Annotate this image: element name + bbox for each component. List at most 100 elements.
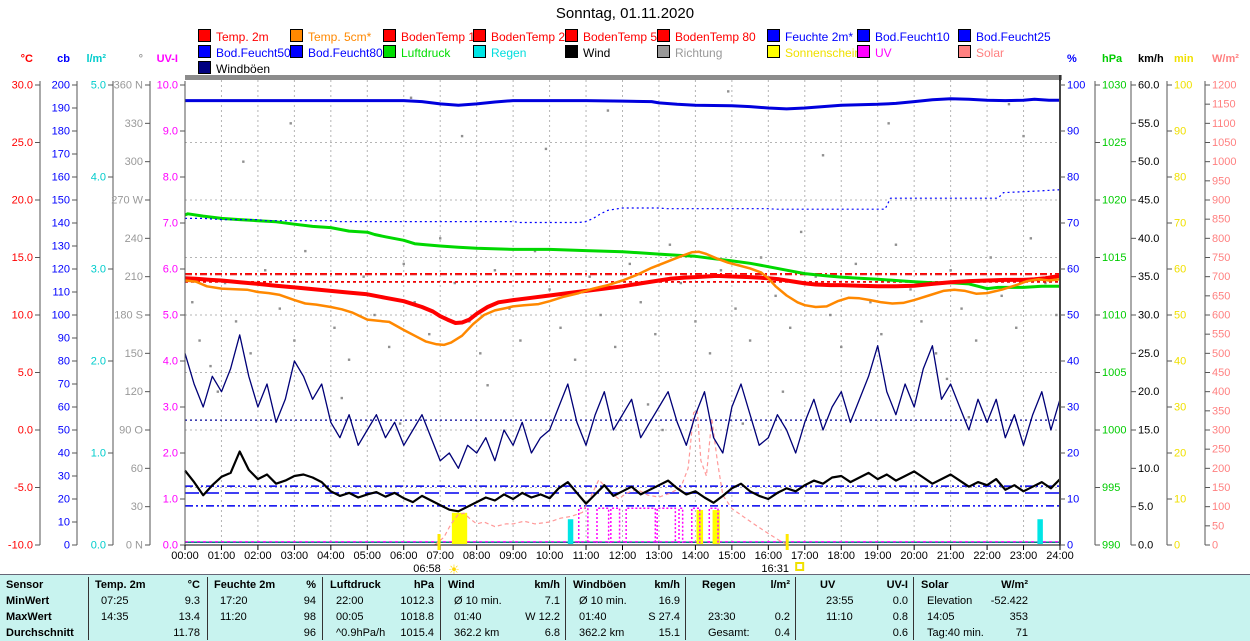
l/m²-tick-label: 1.0 [91, 448, 106, 460]
richtung-dot [748, 339, 752, 342]
regen-bar [1037, 519, 1043, 544]
luftdruck-series [184, 212, 1060, 291]
richtung-dot [373, 313, 376, 317]
legend-label: Luftdruck [401, 46, 451, 60]
cb-tick-label: 190 [52, 103, 70, 115]
legend-label: Temp. 2m [216, 30, 269, 44]
cb-tick-label: 60 [58, 402, 70, 414]
richtung-dot [869, 301, 872, 304]
richtung-dot [719, 269, 723, 272]
legend-color-swatch [767, 45, 780, 58]
uv-pulse [578, 507, 589, 543]
legend-label: Richtung [675, 46, 723, 60]
°-tick-label: 180 S [114, 310, 143, 322]
richtung-dot [814, 275, 817, 278]
richtung-dot [920, 320, 923, 323]
cb-tick-label: 170 [52, 149, 70, 161]
x-tick-label: 01:00 [208, 550, 236, 562]
cb-tick-label: 160 [52, 172, 70, 184]
%-tick-label: 40 [1067, 356, 1079, 368]
l/m²-tick-label: 2.0 [91, 356, 106, 368]
legend-color-swatch [857, 29, 870, 42]
legend-item-temp-5cm-: Temp. 5cm* [290, 29, 371, 44]
legend-item-bod-feucht25: Bod.Feucht25 [958, 29, 1051, 44]
legend-label: UV [875, 46, 892, 60]
l/m²-tick-label: 5.0 [91, 80, 106, 92]
table-column-separator [207, 577, 208, 640]
richtung-dot [347, 358, 351, 361]
windb-en-row2-time: 01:40 [579, 611, 607, 623]
wind-row2-time: 01:40 [454, 611, 482, 623]
legend-label: Feuchte 2m* [785, 30, 854, 44]
W/m²-tick-label: 1000 [1212, 156, 1236, 168]
x-tick-label: 09:00 [499, 550, 527, 562]
richtung-dot [460, 134, 464, 138]
sunset-marker [785, 534, 789, 550]
col-header-luftdruck: Luftdruck [330, 579, 381, 591]
legend-label: Bod.Feucht50 [216, 46, 291, 60]
row-label-durchschnitt: Durchschnitt [6, 627, 74, 639]
legend-item-windb-en: Windböen [198, 61, 270, 76]
col-unit-windb-en: km/h [654, 579, 680, 591]
min-tick-label: 70 [1174, 218, 1186, 230]
°C-tick-label: 25.0 [12, 137, 33, 149]
richtung-dot [741, 422, 745, 425]
W/m²-tick-label: 1200 [1212, 80, 1236, 92]
min-tick-label: 10 [1174, 494, 1186, 506]
table-column-separator [88, 577, 89, 640]
legend-color-swatch [198, 61, 211, 74]
richtung-dot [340, 396, 343, 400]
min-tick-label: 40 [1174, 356, 1186, 368]
°-tick-label: 120 [125, 386, 143, 398]
km/h-tick-label: 40.0 [1138, 233, 1159, 245]
table-column-separator [565, 577, 566, 640]
col-unit-regen: l/m² [770, 579, 790, 591]
richtung-dot [708, 352, 712, 355]
W/m²-axis-unit: W/m² [1212, 53, 1239, 65]
row-label-maxwert: MaxWert [6, 611, 52, 623]
legend-item-bodentemp-80: BodenTemp 80 [657, 29, 756, 44]
richtung-dot [974, 339, 978, 342]
richtung-dot [909, 288, 912, 291]
table-column-separator [440, 577, 441, 640]
uv-row1-value: 0.0 [892, 595, 908, 607]
UV-I-tick-label: 1.0 [163, 494, 178, 506]
%-tick-label: 50 [1067, 310, 1079, 322]
%-tick-label: 20 [1067, 448, 1079, 460]
cb-tick-label: 30 [58, 471, 70, 483]
uv-pulse [691, 507, 701, 543]
km/h-tick-label: 20.0 [1138, 386, 1159, 398]
richtung-dot [548, 288, 551, 291]
legend-item-bod-feucht10: Bod.Feucht10 [857, 29, 950, 44]
legend-color-swatch [767, 29, 780, 42]
cb-tick-label: 100 [52, 310, 70, 322]
solar-row3-value: 71 [1015, 627, 1028, 639]
richtung-dot [249, 352, 252, 355]
W/m²-tick-label: 800 [1212, 233, 1230, 245]
%-tick-label: 90 [1067, 126, 1079, 138]
legend-label: Regen [491, 46, 527, 60]
legend-item-regen: Regen [473, 45, 527, 60]
%-tick-label: 80 [1067, 172, 1079, 184]
solar-row2-value: 353 [1009, 611, 1028, 623]
%-axis-unit: % [1067, 53, 1077, 65]
luftdruck-row1-time: 22:00 [336, 595, 364, 607]
°C-tick-label: 5.0 [18, 367, 33, 379]
cb-tick-label: 0 [64, 540, 70, 552]
richtung-dot [289, 122, 292, 125]
x-tick-label: 15:00 [718, 550, 746, 562]
richtung-dot [209, 364, 212, 368]
°C-tick-label: -10.0 [8, 540, 33, 552]
sunset-square-icon [795, 562, 805, 571]
hPa-tick-label: 1000 [1102, 425, 1126, 437]
hPa-axis-unit: hPa [1102, 53, 1123, 65]
hPa-tick-label: 1005 [1102, 367, 1126, 379]
richtung-dot [840, 345, 843, 349]
feuchte-2m-row2-time: 11:20 [220, 611, 247, 623]
UV-I-tick-label: 5.0 [163, 310, 178, 322]
legend-item-luftdruck: Luftdruck [383, 45, 451, 60]
richtung-dot [304, 249, 307, 253]
regen-bar [567, 519, 574, 544]
richtung-dot [398, 422, 402, 425]
legend-color-swatch [473, 45, 486, 58]
